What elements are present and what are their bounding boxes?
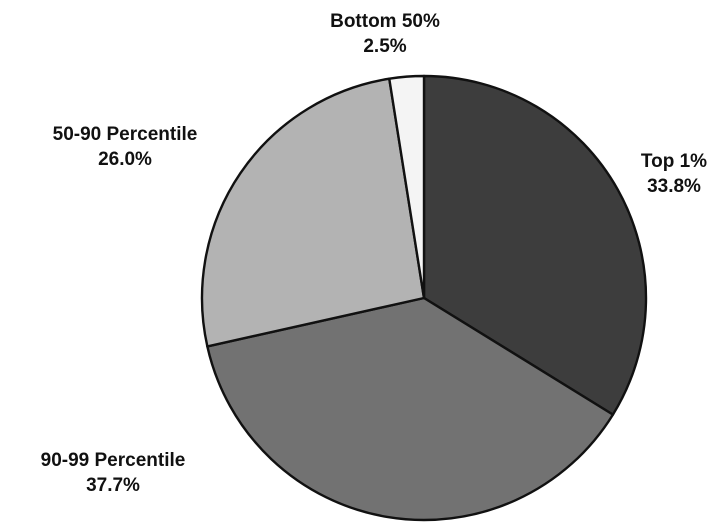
slice-value-2: 37.7% <box>86 475 140 496</box>
slice-value-3: 26.0% <box>98 149 152 170</box>
slice-label-2: 90-99 Percentile 37.7% <box>41 450 186 496</box>
pie-slices <box>200 74 648 522</box>
pie-slice-2 <box>206 296 615 522</box>
slice-label-4: Bottom 50% 2.5% <box>330 11 440 57</box>
slice-label-1: Top 1% 33.8% <box>641 151 707 197</box>
pie-slice-4 <box>388 74 426 300</box>
pie-slice-1 <box>422 74 648 416</box>
slice-name-2: 90-99 Percentile <box>41 450 186 471</box>
slice-name-1: Top 1% <box>641 151 707 172</box>
pie-labels: Top 1% 33.8% 90-99 Percentile 37.7% 50-90 Pe… <box>41 11 708 496</box>
slice-name-4: Bottom 50% <box>330 11 440 32</box>
slice-label-3: 50-90 Percentile 26.0% <box>53 124 198 170</box>
pie-slice-3 <box>200 77 426 348</box>
slice-value-4: 2.5% <box>363 36 406 57</box>
slice-value-1: 33.8% <box>647 176 701 197</box>
slice-name-3: 50-90 Percentile <box>53 124 198 145</box>
